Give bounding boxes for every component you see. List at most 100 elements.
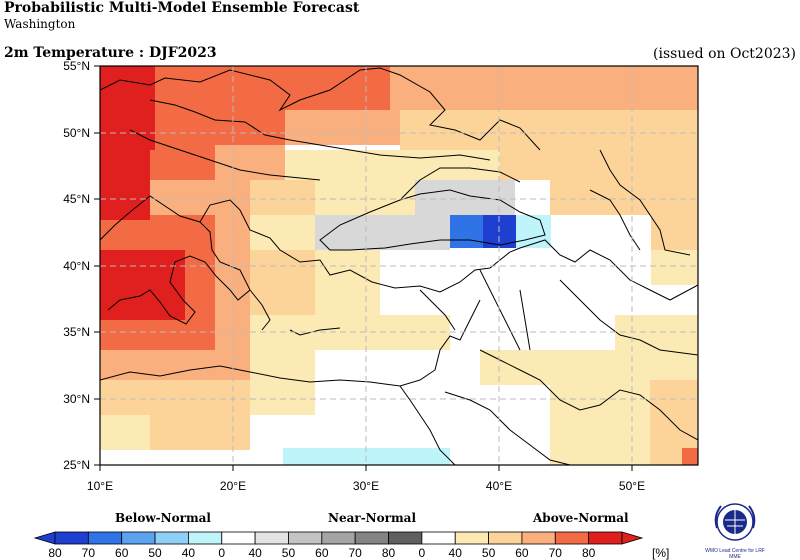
cell [250,215,315,250]
lon-label: 10°E [87,479,113,493]
legend-swatch [154,531,189,545]
legend-swatch [454,531,489,545]
cell [682,448,698,465]
page-title: Probabilistic Multi-Model Ensemble Forec… [4,0,360,16]
lat-labels: 55°N 50°N 45°N 40°N 35°N 30°N 25°N [63,59,90,472]
cell [250,180,315,215]
lat-label: 55°N [63,59,90,73]
cell [280,66,390,116]
cell [150,66,285,156]
lat-label: 25°N [63,458,90,472]
legend-tick: 50 [282,546,296,560]
legend-tick-labels: 80 70 60 50 40 0 40 50 60 70 80 0 40 50 60 70 80 [48,546,595,560]
cell [250,350,315,415]
legend-below-label: Below-Normal [115,511,211,525]
cell [280,110,400,145]
legend-swatch [188,531,223,545]
cell [380,66,698,116]
cell [100,415,150,450]
legend-above-label: Above-Normal [532,511,629,525]
legend-tick: 0 [218,546,225,560]
map-subtitle: 2m Temperature : DJF2023 [4,45,217,61]
cell [480,350,698,385]
legend-tick: 80 [48,546,62,560]
legend-tick: 80 [382,546,396,560]
cell [100,350,130,380]
legend-swatch [521,531,556,545]
legend-tick: 0 [419,546,426,560]
lon-label: 30°E [353,479,379,493]
cell [100,250,185,320]
legend: Below-Normal Near-Normal Above-Normal 80… [33,511,669,560]
legend-color-bar [33,531,644,545]
cell [315,280,380,315]
axis-ticks [94,65,633,471]
cell [350,150,500,180]
lat-label: 40°N [63,259,90,273]
cell [651,215,698,250]
cell [515,180,550,215]
legend-tick: 70 [82,546,96,560]
cell [130,350,250,380]
cell [400,110,698,150]
lon-label: 40°E [486,479,512,493]
legend-swatch [54,531,89,545]
legend-swatch [221,531,256,545]
legend-swatch [421,531,456,545]
lon-label: 20°E [220,479,246,493]
legend-swatch [588,531,623,545]
graticule [100,66,698,465]
lat-label: 50°N [63,126,90,140]
legend-swatch [321,531,356,545]
wmo-logo [714,503,756,541]
legend-tick: 40 [248,546,262,560]
legend-tick: 60 [315,546,329,560]
legend-tick: 70 [549,546,563,560]
legend-tick: 40 [182,546,196,560]
cell [650,380,698,415]
cell [651,250,698,285]
legend-tick: 50 [482,546,496,560]
legend-swatch [87,531,123,545]
issued-date: (issued on Oct2023) [653,46,796,62]
legend-tick: 60 [115,546,129,560]
legend-swatch [288,531,323,545]
cell [500,150,698,180]
lon-labels: 10°E 20°E 30°E 40°E 50°E [87,479,645,493]
cell [150,150,215,185]
cell [315,180,415,215]
legend-arrow-right [621,531,644,545]
legend-swatch [121,531,156,545]
lat-label: 45°N [63,192,90,206]
cell [150,180,250,215]
cell [315,250,380,280]
cell [550,415,650,465]
legend-arrow-left [33,531,56,545]
centre-name: Washington [4,17,76,31]
cell [150,415,250,450]
cell [100,180,150,220]
probability-field [100,66,698,465]
cell [100,380,250,415]
legend-swatch [554,531,590,545]
lat-label: 35°N [63,325,90,339]
legend-swatch [388,531,423,545]
cell [415,180,515,215]
legend-unit: [%] [652,546,669,560]
legend-swatch [254,531,289,545]
legend-tick: 70 [348,546,362,560]
cell [315,215,450,250]
legend-swatch [488,531,523,545]
cell [215,145,285,180]
lat-label: 30°N [63,392,90,406]
cell [551,215,651,250]
legend-tick: 80 [582,546,596,560]
cell [550,180,698,215]
cell [516,215,551,248]
logo-caption: WMO Lead Centre for LRF MME [705,548,765,560]
cell [450,215,485,248]
cell [100,215,215,250]
legend-tick: 50 [148,546,162,560]
legend-tick: 60 [515,546,529,560]
